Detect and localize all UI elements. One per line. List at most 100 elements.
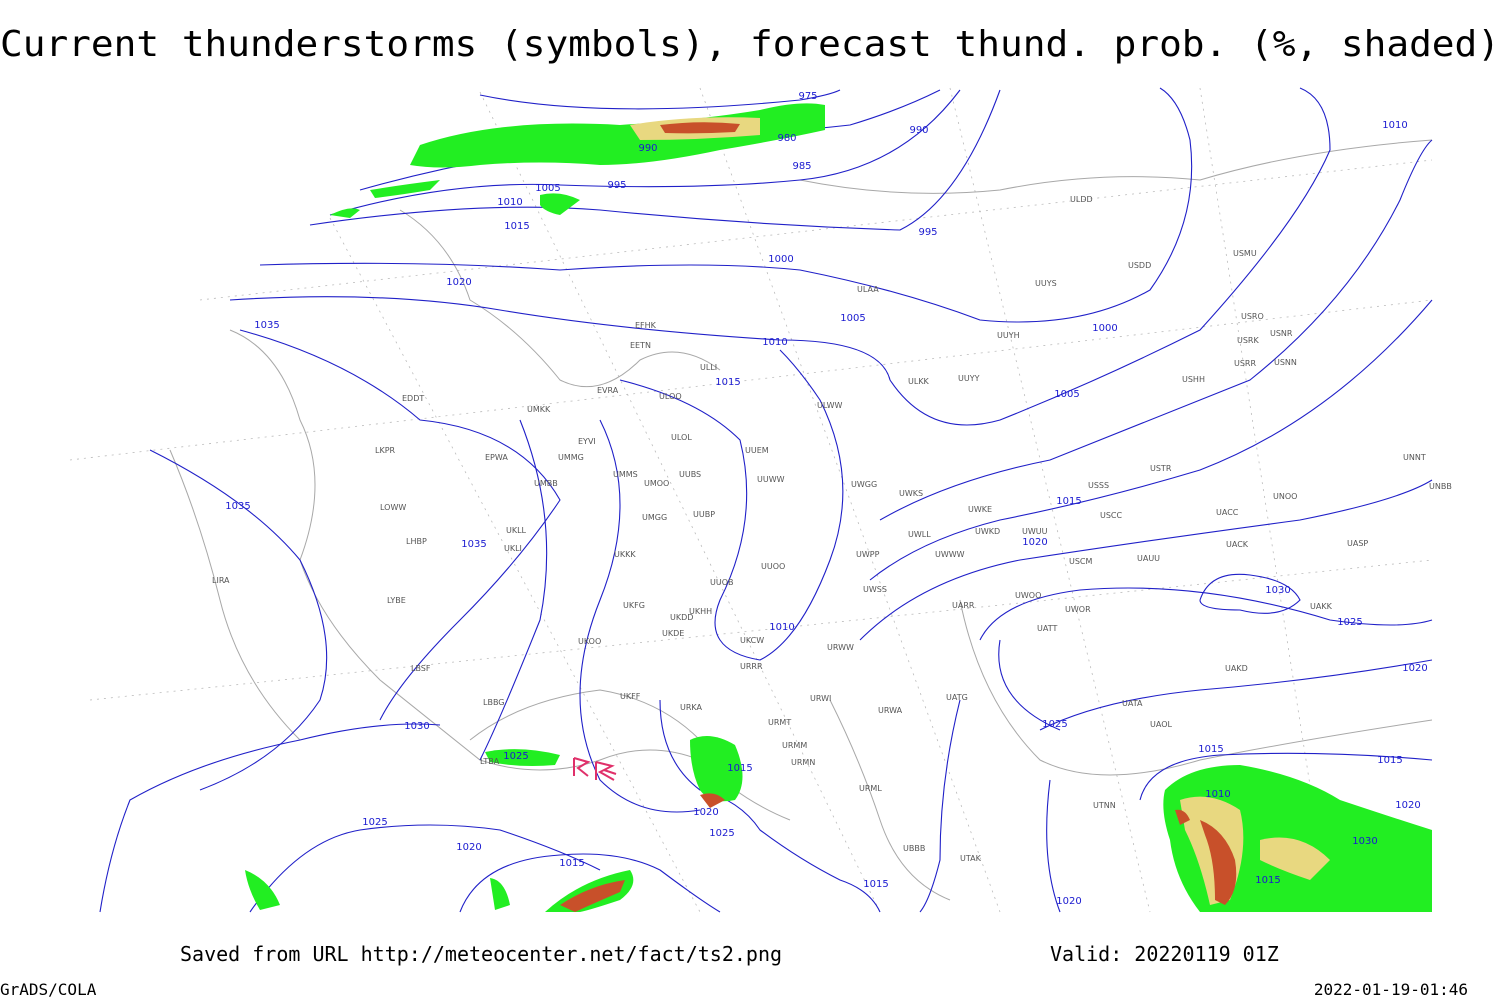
- thunderstorm-symbols: [573, 757, 617, 781]
- station-label: UACK: [1226, 540, 1249, 549]
- station-label: UASP: [1347, 539, 1368, 548]
- station-label: ULLI: [700, 363, 717, 372]
- station-label: UAKK: [1310, 602, 1333, 611]
- isobar-label: 1015: [504, 221, 529, 232]
- station-label: UNOO: [1273, 492, 1297, 501]
- isobar-label: 1000: [768, 254, 793, 265]
- station-label: UUOO: [761, 562, 785, 571]
- station-label: UMBB: [534, 479, 558, 488]
- isobars: [99, 87, 1433, 913]
- station-label: UKLL: [506, 526, 527, 535]
- station-label: LKPR: [375, 446, 396, 455]
- isobar-label: 1010: [497, 197, 522, 208]
- isobar-label: 1015: [1198, 744, 1223, 755]
- isobar-label: 1030: [1265, 585, 1290, 596]
- station-label: URWA: [878, 706, 903, 715]
- isobar-label: 1005: [535, 183, 560, 194]
- station-label: USRR: [1234, 359, 1256, 368]
- station-label: UKOO: [578, 637, 601, 646]
- station-label: USRK: [1237, 336, 1259, 345]
- isobar-label: 1010: [1382, 120, 1407, 131]
- coastlines: [169, 139, 1433, 901]
- station-label: UMGG: [642, 513, 667, 522]
- station-label: LBBG: [483, 698, 505, 707]
- isobar-label: 1010: [762, 337, 787, 348]
- station-label: UWOR: [1065, 605, 1091, 614]
- isobar-label: 1010: [769, 622, 794, 633]
- station-label: LBSF: [411, 664, 431, 673]
- station-label: URKA: [680, 703, 703, 712]
- station-label: URWW: [827, 643, 854, 652]
- isobar-label: 1030: [404, 721, 429, 732]
- station-label: UAKD: [1225, 664, 1248, 673]
- software: GrADS/COLA: [0, 980, 97, 999]
- station-label: USCM: [1069, 557, 1093, 566]
- station-label: UKFF: [620, 692, 641, 701]
- isobar-label: 1035: [461, 539, 486, 550]
- isobar-label: 1020: [693, 807, 718, 818]
- title: Current thunderstorms (symbols), forecas…: [0, 24, 1500, 65]
- station-label: UUWW: [757, 475, 785, 484]
- station-label: LIRA: [212, 576, 230, 585]
- station-label: UUOB: [710, 578, 734, 587]
- isobar-label: 995: [918, 227, 937, 238]
- station-label: ULAA: [857, 285, 879, 294]
- isobar-label: 990: [638, 143, 657, 154]
- graticule: [69, 87, 1433, 913]
- station-label: URMN: [791, 758, 815, 767]
- station-label: USRO: [1241, 312, 1264, 321]
- station-label: EYVI: [578, 437, 596, 446]
- isobar-label: 1020: [456, 842, 481, 853]
- station-label: ULKK: [908, 377, 930, 386]
- station-label: ULOO: [659, 392, 682, 401]
- station-label: UAUU: [1137, 554, 1160, 563]
- station-label: UMMG: [558, 453, 584, 462]
- isobar-label: 1010: [1205, 789, 1230, 800]
- isobar-label: 975: [798, 91, 817, 102]
- isobar-label: 1015: [559, 858, 584, 869]
- station-label: UUBS: [679, 470, 701, 479]
- station-label: ULWW: [817, 401, 842, 410]
- valid-time: Valid: 20220119 01Z: [1050, 942, 1279, 966]
- station-label: LHBP: [406, 537, 427, 546]
- station-label: URRR: [740, 662, 763, 671]
- station-label: USSS: [1088, 481, 1109, 490]
- isobar-label: 1020: [1022, 537, 1047, 548]
- thunderstorm-probability: [245, 103, 1432, 912]
- station-label: UATT: [1037, 624, 1057, 633]
- station-label: UWKD: [975, 527, 1000, 536]
- station-label: EVRA: [597, 386, 619, 395]
- isobar-label: 1020: [1056, 896, 1081, 907]
- station-label: URWI: [810, 694, 831, 703]
- station-label: UWSS: [863, 585, 887, 594]
- isobar-label: 1025: [503, 751, 528, 762]
- station-label: UUYH: [997, 331, 1020, 340]
- station-label: UNBB: [1429, 482, 1452, 491]
- station-label: UWLL: [908, 530, 931, 539]
- isobar-label: 985: [792, 161, 811, 172]
- isobar-label: 1020: [1402, 663, 1427, 674]
- station-label: UWWW: [935, 550, 965, 559]
- isobar-label: 1035: [225, 501, 250, 512]
- isobar-label: 1005: [1054, 389, 1079, 400]
- station-label: ULDD: [1070, 195, 1093, 204]
- station-label: UKKK: [614, 550, 636, 559]
- station-label: EPWA: [485, 453, 508, 462]
- isobar-label: 990: [909, 125, 928, 136]
- station-label: UWUU: [1022, 527, 1048, 536]
- station-label: UKCW: [740, 636, 764, 645]
- station-label: URMT: [768, 718, 791, 727]
- isobar-label: 1035: [254, 320, 279, 331]
- station-label: USTR: [1150, 464, 1172, 473]
- isobar-label: 1000: [1092, 323, 1117, 334]
- isobar-label: 1005: [840, 313, 865, 324]
- isobar-label: 1020: [1395, 800, 1420, 811]
- station-label: UUYS: [1035, 279, 1057, 288]
- station-label: UKLI: [504, 544, 522, 553]
- saved-url: Saved from URL http://meteocenter.net/fa…: [180, 942, 782, 966]
- isobar-label: 1015: [715, 377, 740, 388]
- station-label: UUYY: [958, 374, 980, 383]
- station-label: USCC: [1100, 511, 1123, 520]
- station-label: UAOL: [1150, 720, 1172, 729]
